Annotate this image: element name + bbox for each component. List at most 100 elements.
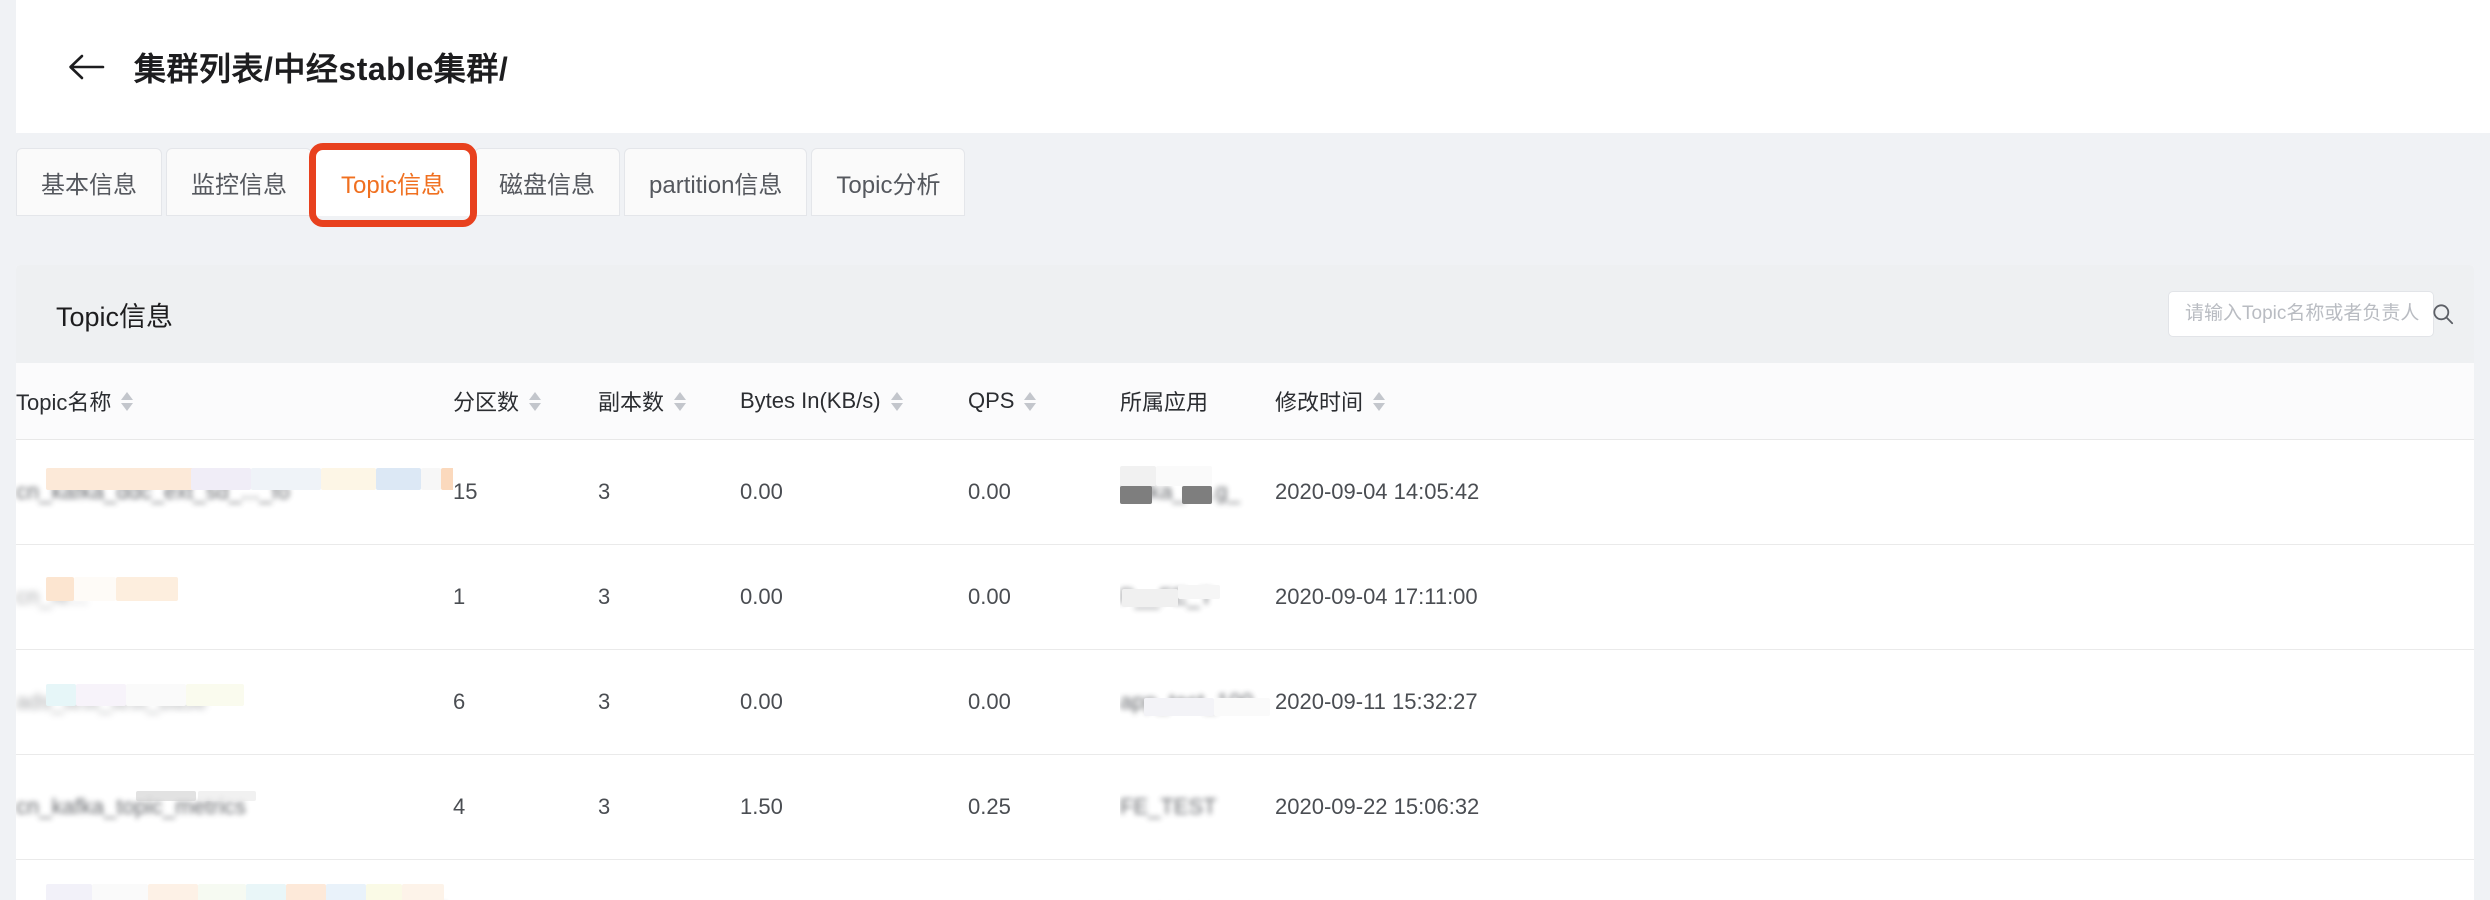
redaction-mask [286,884,326,900]
app-name: app_test_100 [1120,689,1254,714]
tab-label: Topic分析 [836,171,941,199]
sort-toggle-icon[interactable] [674,391,687,411]
cell-partitions: 4 [453,754,598,860]
cell-replicas: 3 [598,754,740,860]
cell-modified-time: 2020-09-04 17:11:00 [1275,544,2474,650]
tab-disk-info[interactable]: 磁盘信息 [474,148,621,216]
redaction-mask [421,468,441,490]
redaction-mask [92,884,148,900]
table-row: cn_kafka_topic_metrics 4 3 1.50 0.25 FE_… [16,754,2474,860]
tab-label: Topic信息 [341,171,446,199]
column-label: Topic名称 [16,390,112,415]
cell-modified-time: 2020-09-11 15:32:27 [1275,649,2474,755]
cell-app: qa_test [1120,859,1275,900]
tab-label: partition信息 [649,171,783,199]
table-row: usef_publiclog_gs_log_init_sql_2019_07_2… [16,859,2474,900]
topic-info-card: Topic信息 Topic名 [16,265,2474,900]
redaction-mask [246,884,286,900]
column-header-bytes-in[interactable]: Bytes In(KB/s) [740,363,968,440]
cell-app: kafka_n...g_ [1120,439,1275,545]
cell-qps: 0.00 [968,859,1120,900]
column-header-replicas[interactable]: 副本数 [598,363,740,440]
tab-label: 基本信息 [41,171,137,199]
cell-replicas: 3 [598,544,740,650]
search-input[interactable] [2183,302,2432,326]
cell-app: app_test_100 [1120,649,1275,755]
topic-name-link[interactable]: cn_fe... [16,584,89,609]
cell-modified-time: 2020-09-04 14:05:42 [1275,439,2474,545]
column-label: 分区数 [453,390,520,415]
cell-topic-name[interactable]: cn_fe... [16,544,453,650]
tab-bar: 基本信息 监控信息 Topic信息 磁盘信息 partition信息 Topic… [16,143,966,227]
table-row: cn_kafka_ddc_ext_sd_..._fo 15 3 0.00 0.0… [16,439,2474,545]
back-arrow-icon[interactable] [66,47,106,87]
cell-bytes-in: 0.00 [740,544,968,650]
table-row: ads_test_test_base 6 3 0.00 0.00 app_tes… [16,649,2474,755]
page-header: 集群列表/中经stable集群/ [16,0,2490,133]
tab-partition-info[interactable]: partition信息 [624,148,808,216]
cell-partitions: 10 [453,859,598,900]
redaction-mask [148,884,198,900]
cell-bytes-in: 0.00 [740,649,968,755]
cell-topic-name[interactable]: cn_kafka_ddc_ext_sd_..._fo [16,439,453,545]
tab-monitor-info[interactable]: 监控信息 [166,148,312,216]
column-header-modified-time[interactable]: 修改时间 [1275,363,2474,440]
tab-label: 磁盘信息 [499,171,596,199]
redaction-mask [46,884,92,900]
sort-toggle-icon[interactable] [121,391,134,411]
redaction-mask [198,884,246,900]
table-row: cn_fe... 1 3 0.00 0.00 P__FE_T 2020-09-0 [16,544,2474,650]
column-header-partitions[interactable]: 分区数 [453,363,598,440]
search-box[interactable] [2168,291,2454,337]
cell-replicas: 3 [598,649,740,755]
app-name: P__FE_T [1120,584,1213,609]
column-label: Bytes In(KB/s) [740,388,881,413]
redaction-mask [366,884,402,900]
sort-toggle-icon[interactable] [1024,391,1037,411]
redaction-mask [116,577,178,601]
column-header-qps[interactable]: QPS [968,363,1120,440]
column-label: QPS [968,388,1015,413]
cell-qps: 0.25 [968,754,1120,860]
cell-topic-name[interactable]: usef_publiclog_gs_log_init_sql_2019_07_2… [16,859,453,900]
search-icon[interactable] [2432,303,2454,325]
cell-topic-name[interactable]: ads_test_test_base [16,649,453,755]
cell-replicas: 3 [598,859,740,900]
sort-toggle-icon[interactable] [890,391,903,411]
redaction-mask [441,468,453,490]
tab-topic-info[interactable]: Topic信息 [308,143,478,227]
sort-toggle-icon[interactable] [529,391,542,411]
topic-table: Topic名称 分区数 副本数 [16,363,2474,900]
topic-name-link[interactable]: cn_kafka_ddc_ext_sd_..._fo [16,479,290,504]
cell-partitions: 15 [453,439,598,545]
app-name: kafka_n...g_ [1120,479,1240,504]
cell-app: P__FE_T [1120,544,1275,650]
cell-bytes-in: 0.00 [740,439,968,545]
cell-app: FE_TEST [1120,754,1275,860]
cell-replicas: 3 [598,439,740,545]
cell-topic-name[interactable]: cn_kafka_topic_metrics [16,754,453,860]
redaction-mask [402,884,444,900]
page-title: 集群列表/中经stable集群/ [134,50,509,87]
table-header-row: Topic名称 分区数 副本数 [16,363,2474,440]
tab-label: 监控信息 [191,171,287,199]
column-header-topic-name[interactable]: Topic名称 [16,363,453,440]
card-header: Topic信息 [16,265,2474,363]
cell-bytes-in: 1.50 [740,754,968,860]
tab-basic-info[interactable]: 基本信息 [16,148,162,216]
column-label: 所属应用 [1120,390,1209,415]
tab-topic-analysis[interactable]: Topic分析 [811,148,966,216]
card-title: Topic信息 [56,301,174,332]
cell-qps: 0.00 [968,439,1120,545]
sort-toggle-icon[interactable] [1373,391,1386,411]
topic-name-link[interactable]: cn_kafka_topic_metrics [16,794,246,819]
redaction-mask [326,884,366,900]
topic-name-link[interactable]: ads_test_test_base [16,689,207,714]
cell-partitions: 6 [453,649,598,755]
cell-bytes-in: 0.00 [740,859,968,900]
cell-qps: 0.00 [968,544,1120,650]
column-label: 副本数 [598,390,665,415]
column-label: 修改时间 [1275,390,1364,415]
cell-modified-time: 2019-07-23 15:20:05 [1275,859,2474,900]
